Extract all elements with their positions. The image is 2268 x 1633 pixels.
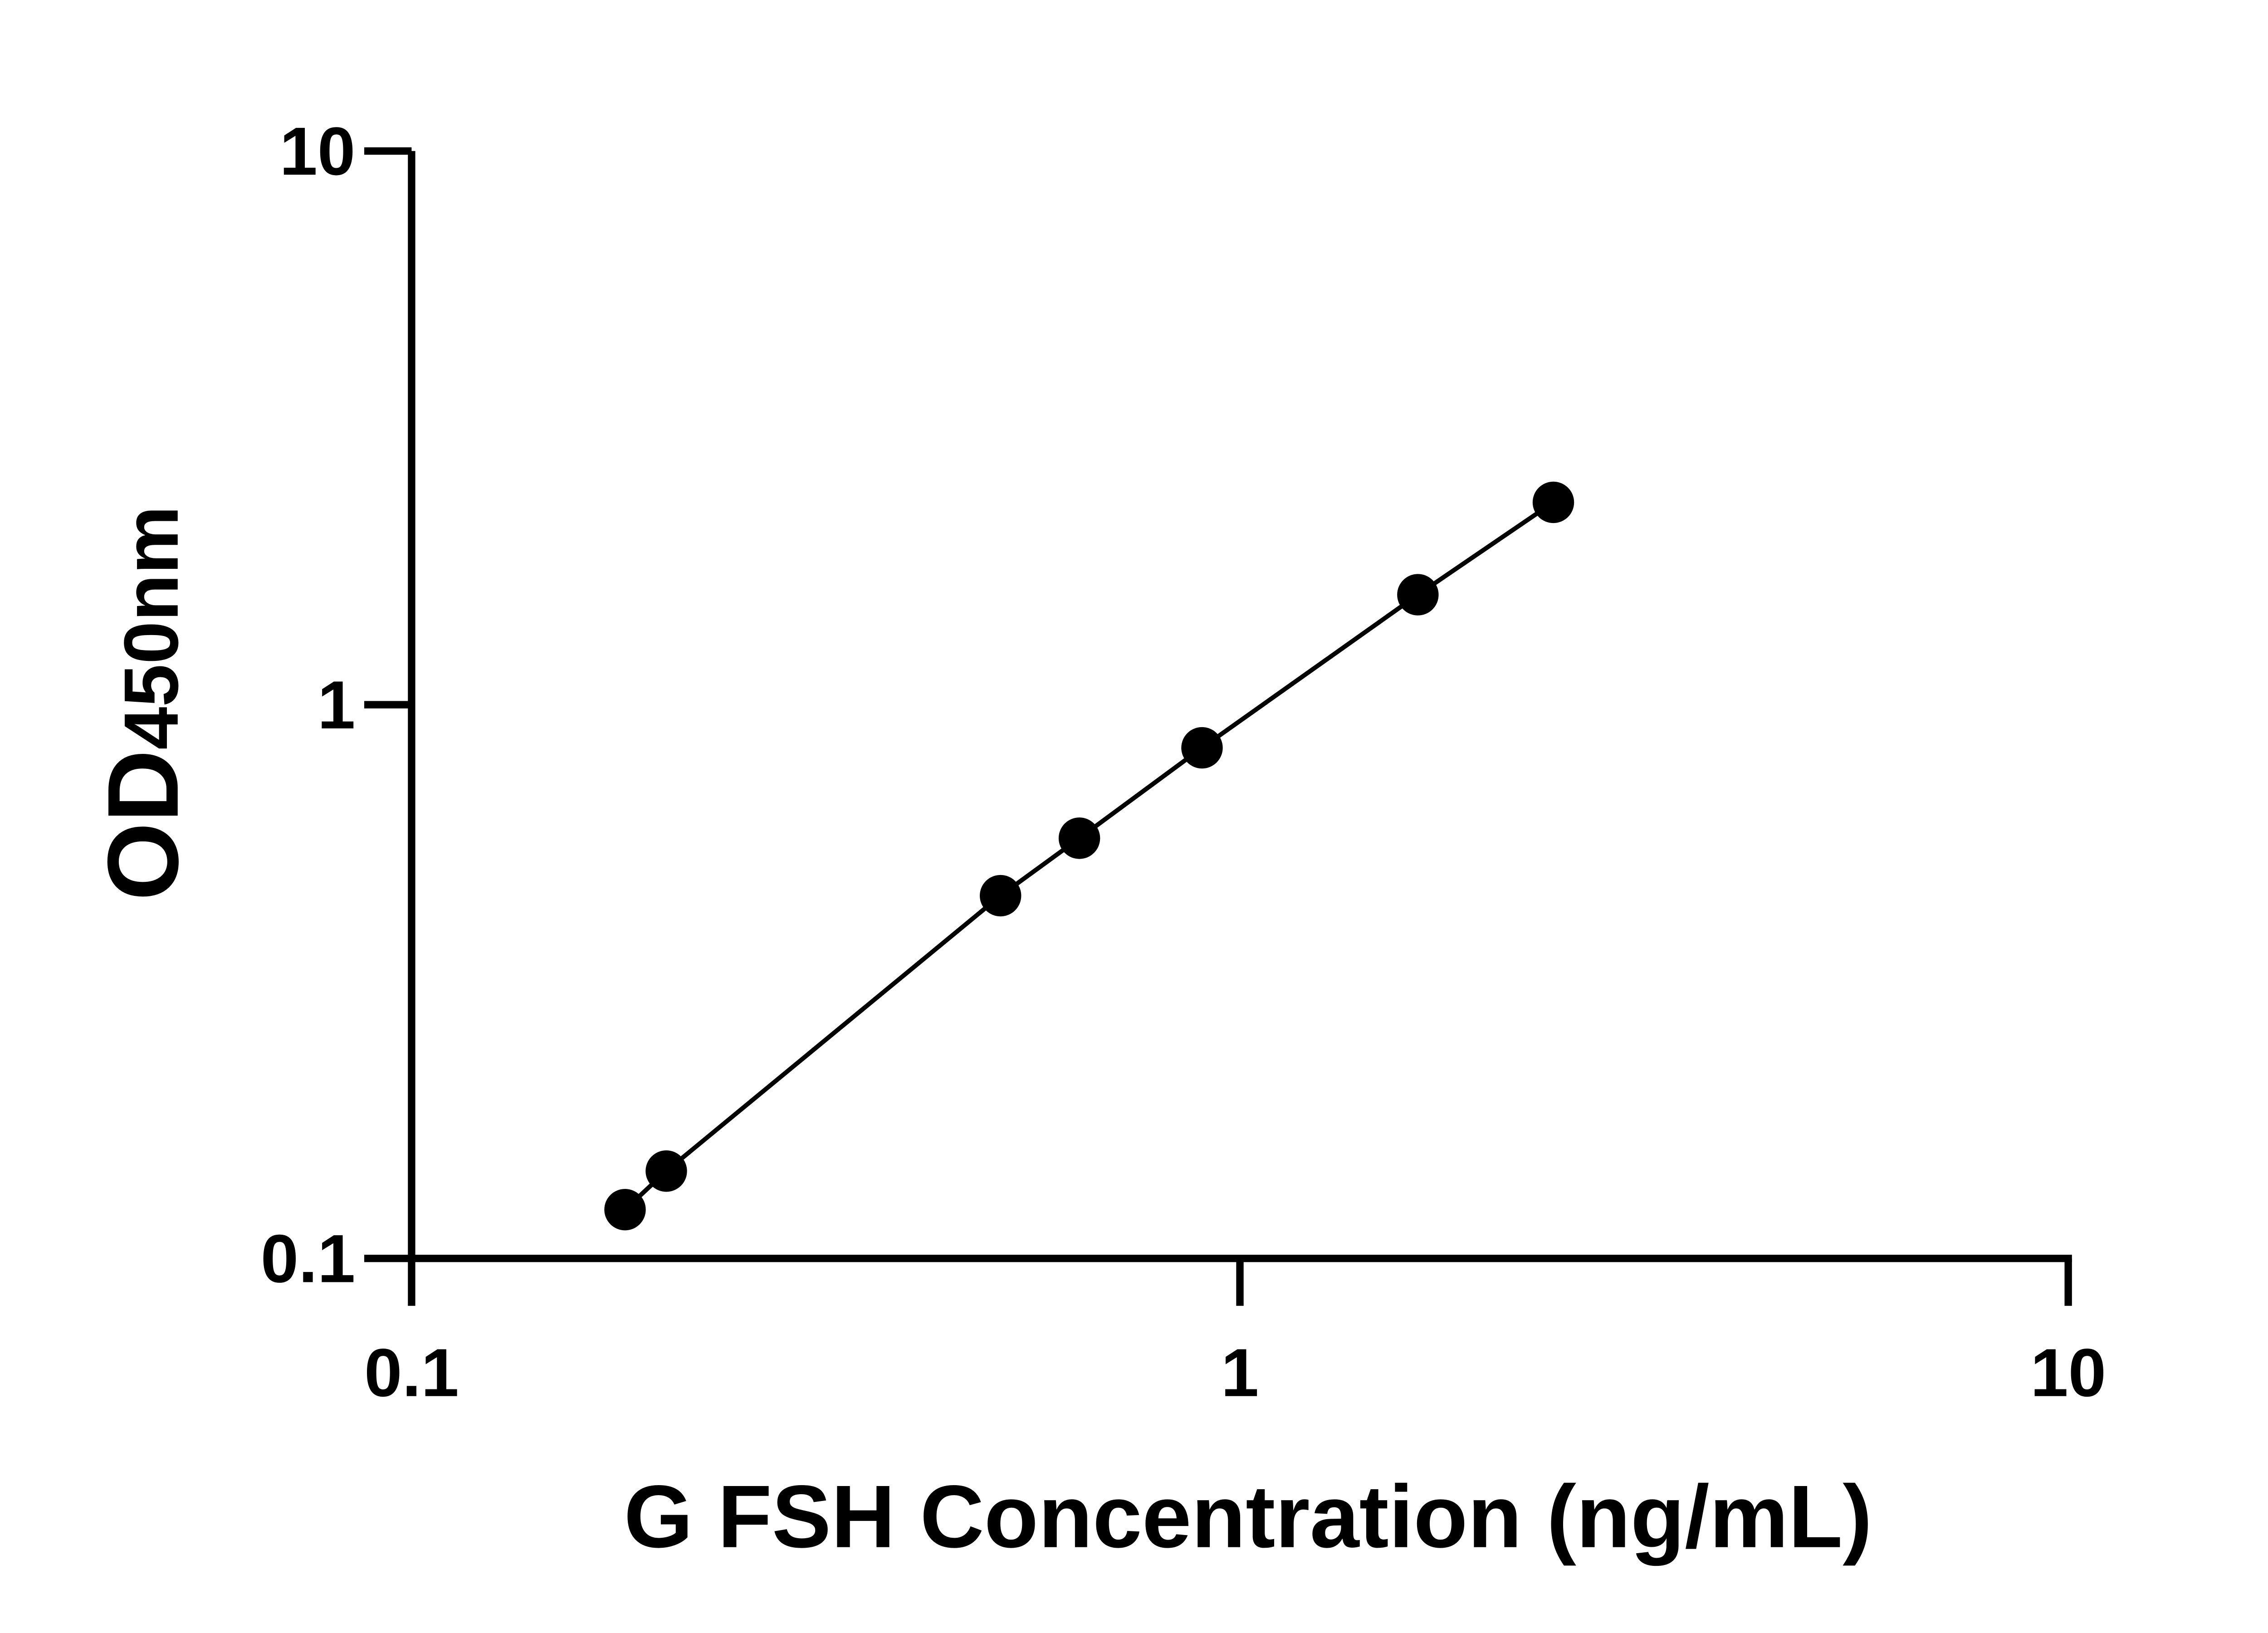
x-axis-label: G FSH Concentration (ng/mL) [624,1467,1872,1566]
y-tick-label: 0.1 [261,1220,356,1296]
data-point [1397,574,1439,616]
x-tick-label: 1 [1221,1335,1259,1411]
y-axis-label-subscript: 450nm [108,506,194,750]
data-point [1181,727,1223,769]
y-axis-label-main: OD [87,750,200,901]
y-axis-label: OD450nm [87,506,200,901]
y-tick-label: 10 [279,113,355,189]
x-tick-label: 10 [2030,1335,2106,1411]
data-point [1532,481,1574,523]
data-point [645,1150,687,1192]
y-tick-label: 1 [318,667,356,743]
data-point [980,875,1022,917]
data-point [604,1188,646,1231]
x-tick-label: 0.1 [364,1335,459,1411]
data-point [1058,817,1100,859]
